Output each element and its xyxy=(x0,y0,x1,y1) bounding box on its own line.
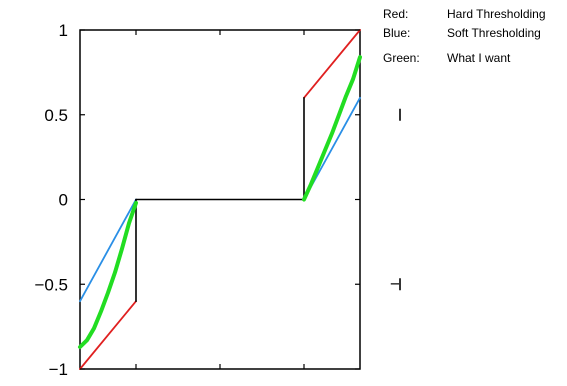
legend-key-2: Green: xyxy=(383,51,420,65)
series-hard-segment-1 xyxy=(303,29,361,99)
legend-key-0: Red: xyxy=(383,7,408,21)
y-tick-labels: 1 0.5 0 −0.5 −1 xyxy=(34,21,68,379)
axes xyxy=(80,29,360,370)
y-tick-label: 0.5 xyxy=(44,106,68,125)
right-side-marks: − xyxy=(390,108,401,293)
legend-label-0: Hard Thresholding xyxy=(447,7,546,21)
series-layer xyxy=(78,29,362,370)
y-tick-label: −1 xyxy=(49,360,68,379)
legend-label-1: Soft Thresholding xyxy=(447,26,541,40)
y-tick-label: 1 xyxy=(59,21,68,40)
legend-label-2: What I want xyxy=(447,51,511,65)
side-mark-label: − xyxy=(390,274,400,293)
legend-key-1: Blue: xyxy=(383,26,410,40)
series-desired-segment-0 xyxy=(78,200,138,349)
y-tick-label: 0 xyxy=(59,191,68,210)
series-soft-segment-0 xyxy=(79,198,137,303)
series-desired-segment-1 xyxy=(302,55,362,202)
series-hard-segment-0 xyxy=(79,300,137,370)
legend: Red: Hard Thresholding Blue: Soft Threshold… xyxy=(383,7,546,65)
y-tick-label: −0.5 xyxy=(34,275,68,294)
